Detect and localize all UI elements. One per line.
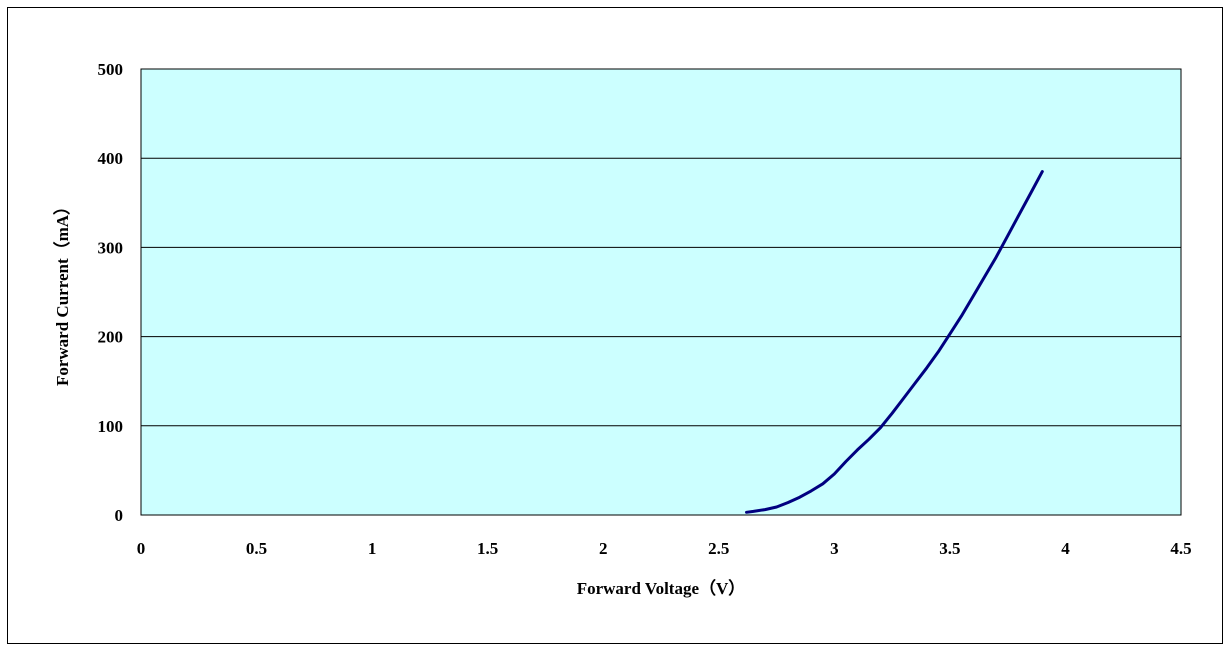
y-axis-title: Forward Current（mA） xyxy=(52,198,72,386)
y-axis-ticks: 0 100 200 300 400 500 xyxy=(98,60,124,525)
series-line-forward-current xyxy=(745,170,1044,514)
x-tick-label: 0.5 xyxy=(246,539,267,558)
x-tick-label: 1.5 xyxy=(477,539,498,558)
y-tick-label: 0 xyxy=(115,506,124,525)
x-tick-label: 3 xyxy=(830,539,839,558)
x-axis-ticks: 0 0.5 1 1.5 2 2.5 3 3.5 4 4.5 xyxy=(137,539,1192,558)
y-tick-label: 400 xyxy=(98,149,124,168)
y-tick-label: 300 xyxy=(98,238,124,257)
gridlines xyxy=(141,157,1181,427)
plot-area xyxy=(140,68,1182,516)
x-tick-label: 0 xyxy=(137,539,146,558)
x-tick-label: 2 xyxy=(599,539,608,558)
y-tick-label: 500 xyxy=(98,60,124,79)
x-tick-label: 3.5 xyxy=(939,539,960,558)
x-tick-label: 2.5 xyxy=(708,539,729,558)
x-tick-label: 1 xyxy=(368,539,377,558)
x-tick-label: 4 xyxy=(1061,539,1070,558)
x-tick-label: 4.5 xyxy=(1170,539,1191,558)
y-tick-label: 200 xyxy=(98,328,124,347)
x-axis-title: Forward Voltage（V） xyxy=(577,578,746,598)
y-tick-label: 100 xyxy=(98,417,124,436)
